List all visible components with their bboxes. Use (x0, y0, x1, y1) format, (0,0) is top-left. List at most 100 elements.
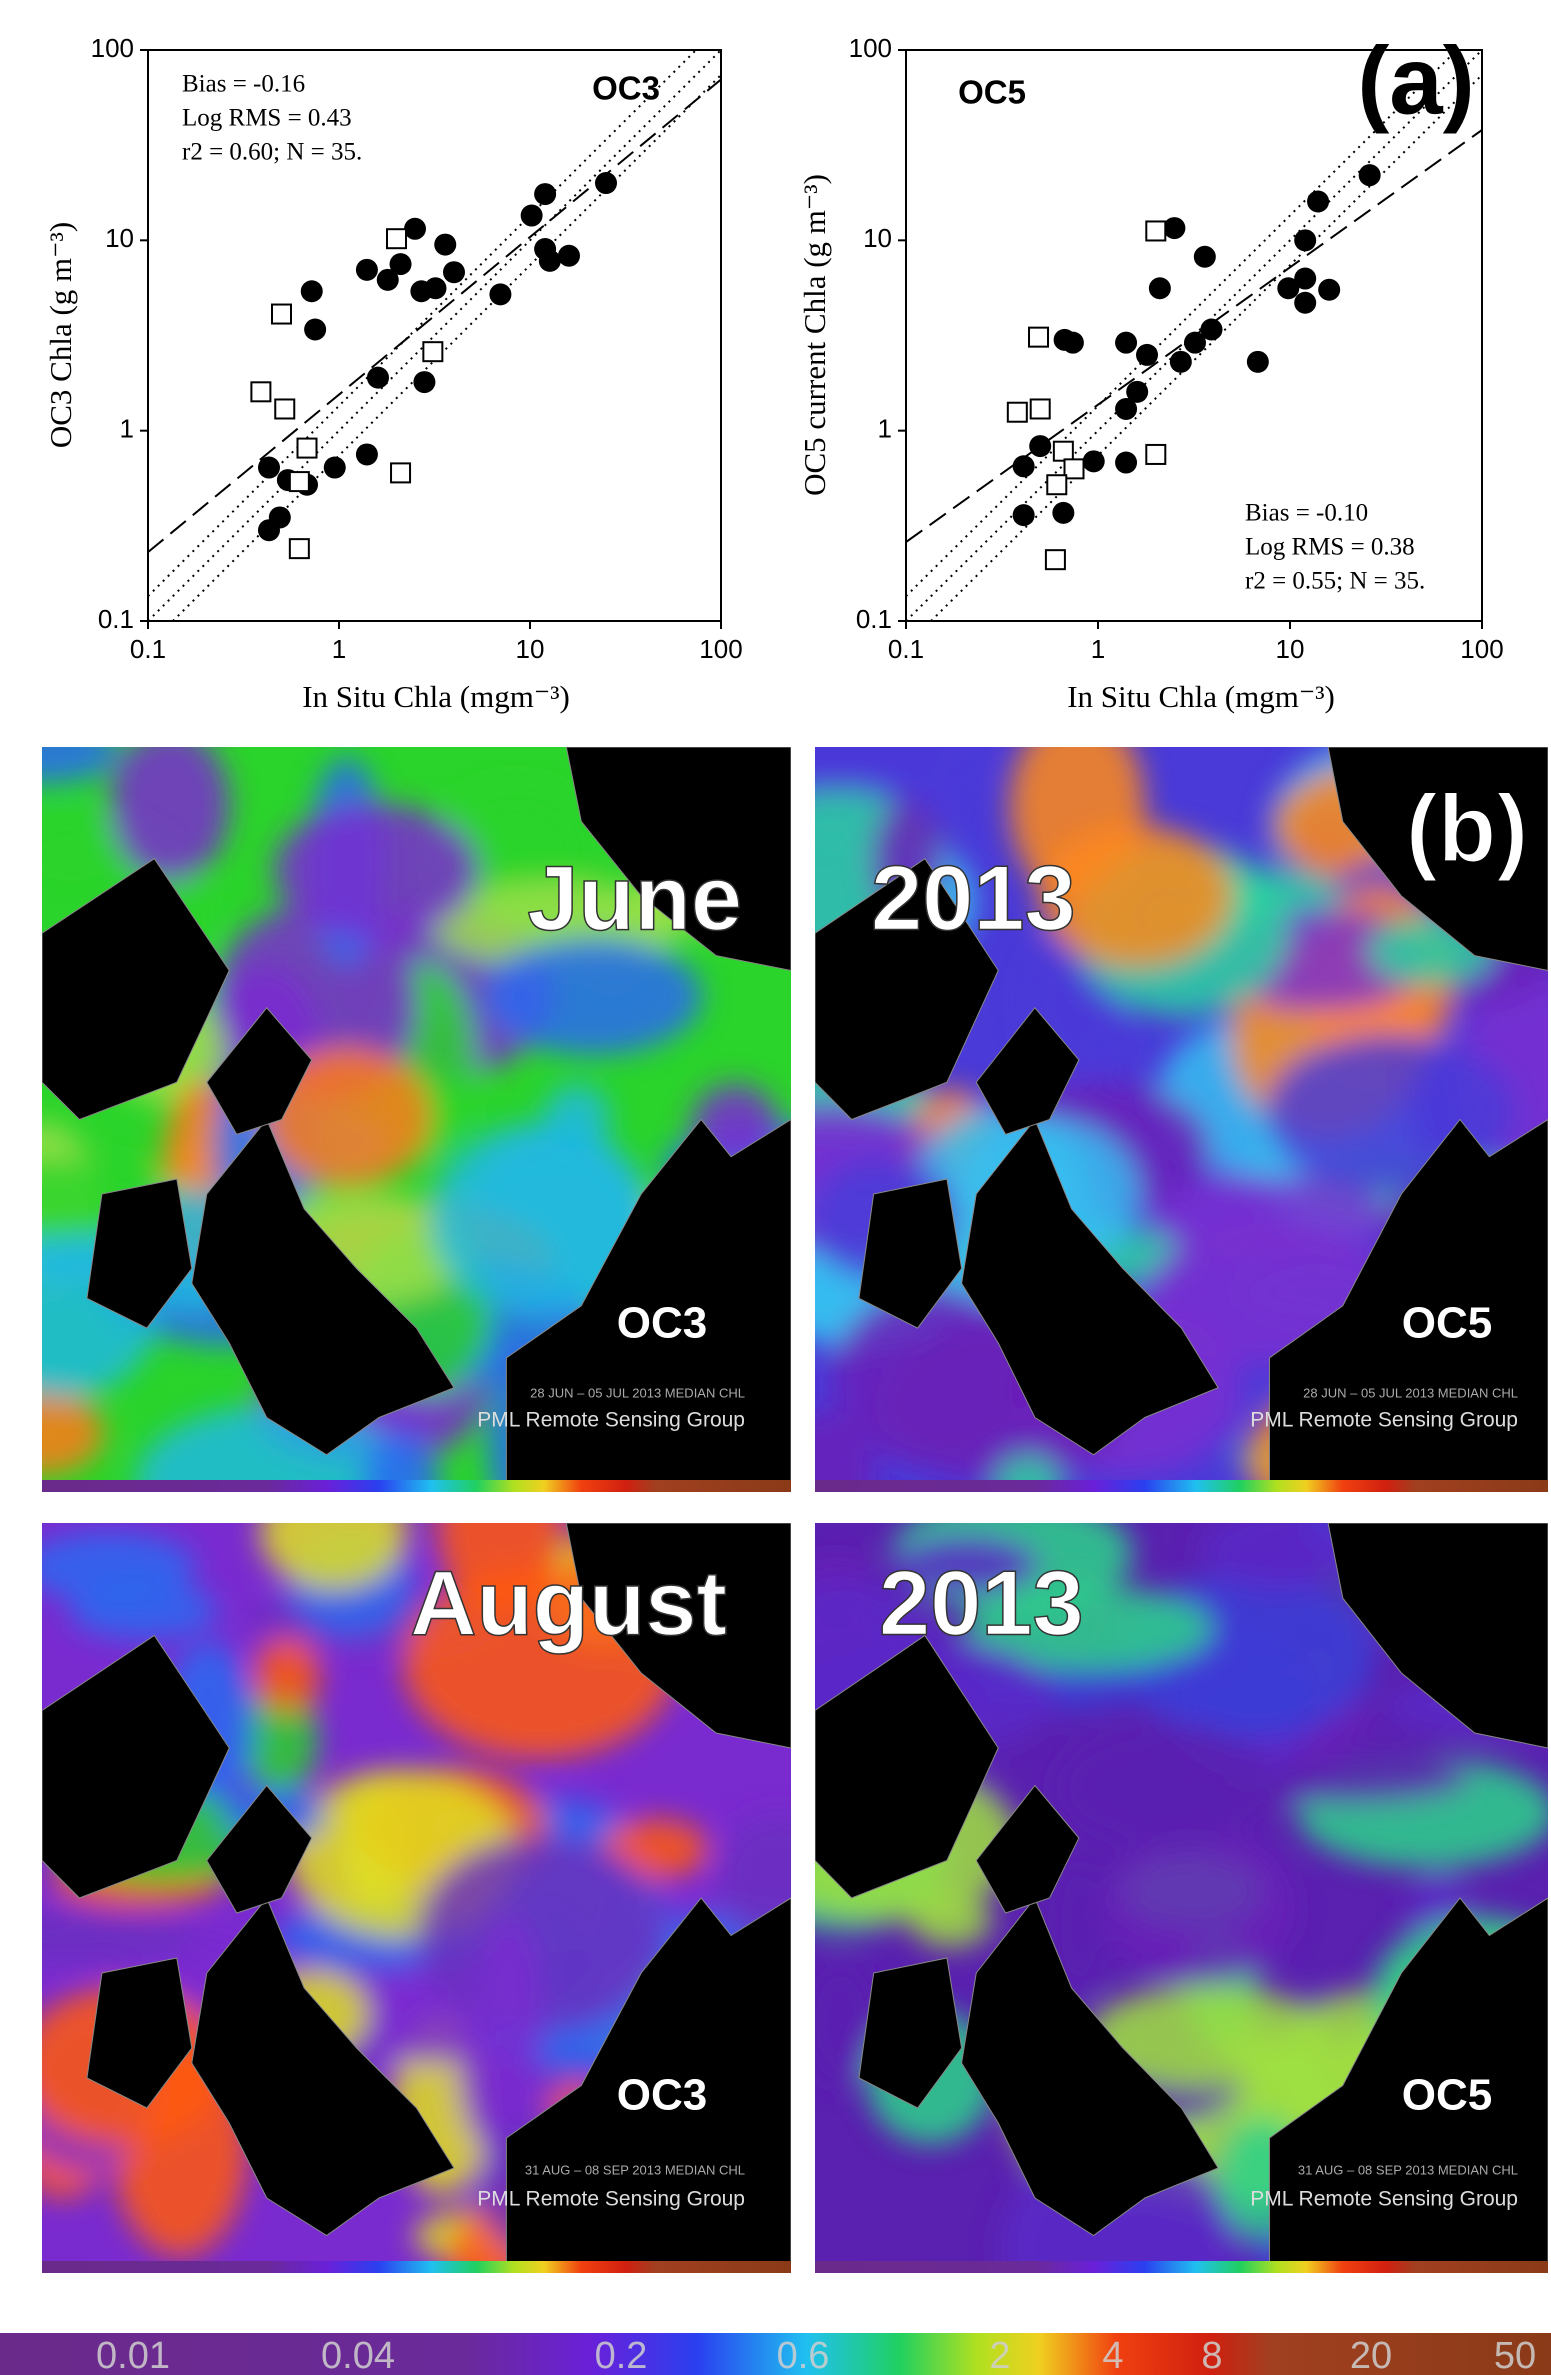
land (815, 858, 999, 1121)
point (1012, 504, 1035, 527)
point (1193, 245, 1216, 268)
fit-line (148, 78, 721, 553)
colorbar-label: 50 (1494, 2335, 1536, 2375)
point (355, 258, 378, 281)
point (1115, 397, 1138, 420)
point (520, 204, 543, 227)
land (1268, 1897, 1548, 2273)
y-tick-label: 10 (863, 223, 892, 253)
point (300, 280, 323, 303)
land (206, 1784, 313, 1914)
chlorophyll-blob (42, 1391, 104, 1475)
point (1115, 451, 1138, 474)
point (1307, 190, 1330, 213)
annotation: Log RMS = 0.38 (1245, 534, 1415, 561)
land (975, 1784, 1080, 1914)
point (288, 471, 310, 493)
point (422, 341, 444, 363)
point (1046, 474, 1068, 496)
x-tick-label: 100 (1460, 634, 1503, 664)
point (1246, 350, 1269, 373)
y-tick-label: 10 (105, 223, 134, 253)
x-tick-label: 0.1 (888, 634, 924, 664)
point (404, 217, 427, 240)
map-model-label: OC5 (1402, 2071, 1492, 2120)
reference-line (906, 50, 1458, 597)
point (304, 318, 327, 341)
point (323, 456, 346, 479)
land (975, 1006, 1080, 1136)
chlorophyll-blob (253, 1637, 321, 1712)
point (557, 244, 580, 267)
colorbar-label: 20 (1350, 2335, 1392, 2375)
map-colorstrip (42, 2261, 791, 2273)
land (191, 1897, 455, 2237)
land (858, 1957, 963, 2109)
y-axis-label: OC3 Chla (g m⁻³) (43, 222, 78, 448)
land (961, 1897, 1219, 2237)
y-tick-label: 1 (878, 414, 892, 444)
point (1006, 401, 1028, 423)
map-credit: PML Remote Sensing Group (1250, 1409, 1518, 1432)
land (858, 1178, 963, 1329)
chlorophyll-blob (475, 1914, 542, 2115)
point (595, 172, 618, 195)
map-title: June (527, 847, 742, 949)
point (274, 398, 296, 420)
x-tick-label: 1 (1091, 634, 1105, 664)
land (505, 1897, 791, 2273)
map-model-label: OC3 (617, 1299, 707, 1348)
plot-frame (905, 49, 1483, 622)
map-model-label: OC3 (617, 2071, 707, 2120)
point (1169, 350, 1192, 373)
chlorophyll-blob (1055, 1723, 1275, 1852)
point (1318, 278, 1341, 301)
chlorophyll-blob (832, 1286, 1037, 1468)
map-date: 28 JUN – 05 JUL 2013 MEDIAN CHL (530, 1385, 745, 1400)
chlorophyll-blob (1200, 1523, 1353, 1592)
point (1294, 229, 1317, 252)
reference-line (148, 50, 697, 597)
chlorophyll-blob (1047, 1855, 1112, 1996)
colorbar-label: 8 (1201, 2335, 1222, 2375)
map-title: 2013 (871, 847, 1076, 949)
point (424, 277, 447, 300)
chlorophyll-blob (273, 804, 480, 938)
point (1145, 443, 1167, 465)
point (390, 462, 412, 484)
land (815, 1634, 999, 1899)
annotation: r2 = 0.55; N = 35. (1245, 568, 1425, 595)
chlorophyll-blob (429, 1122, 651, 1315)
chlorophyll-blob (68, 1582, 218, 1640)
map-colorstrip (42, 1480, 791, 1492)
annotation: Bias = -0.16 (182, 71, 305, 98)
map-colorstrip (815, 1480, 1548, 1492)
point (1294, 291, 1317, 314)
y-tick-label: 0.1 (98, 604, 134, 634)
point (1052, 501, 1075, 524)
x-tick-label: 10 (516, 634, 545, 664)
chlorophyll-blob (892, 1534, 1039, 1595)
x-tick-label: 10 (1276, 634, 1305, 664)
point (489, 283, 512, 306)
x-tick-label: 0.1 (130, 634, 166, 664)
point (1028, 326, 1050, 348)
point (1029, 435, 1052, 458)
colorbar-label: 4 (1102, 2335, 1123, 2375)
point (434, 233, 457, 256)
map-title: 2013 (879, 1552, 1084, 1654)
colorbar (0, 2333, 1551, 2375)
point (1145, 220, 1167, 242)
map-panel (815, 1523, 1548, 2273)
colorbar-label: 0.01 (96, 2335, 170, 2375)
point (257, 456, 280, 479)
chlorophyll-blob (259, 1523, 408, 1591)
map-panel (815, 747, 1548, 1492)
point (1183, 331, 1206, 354)
point (1163, 217, 1186, 240)
point (250, 381, 272, 403)
point (413, 371, 436, 394)
chlorophyll-blob (363, 1429, 441, 1492)
x-tick-label: 1 (332, 634, 346, 664)
